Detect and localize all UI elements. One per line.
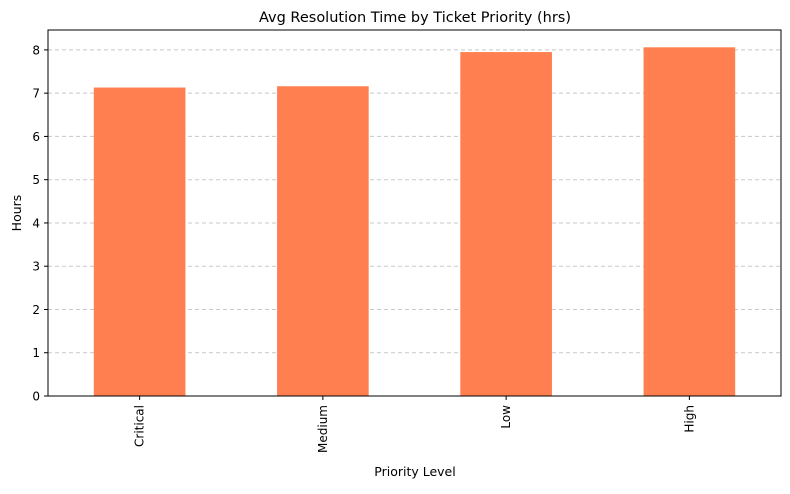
y-axis: 0 1 2 3 4 5 6 7 8: [32, 43, 48, 404]
x-tick-label: Low: [499, 405, 513, 429]
x-axis-label: Priority Level: [374, 464, 455, 479]
y-tick-label: 4: [32, 216, 40, 230]
x-tick-label: Critical: [133, 405, 147, 447]
y-tick-label: 6: [32, 130, 40, 144]
plot-frame: [47, 29, 782, 397]
bar-medium: [277, 86, 369, 396]
x-tick-label: Medium: [316, 405, 330, 453]
chart-title: Avg Resolution Time by Ticket Priority (…: [259, 10, 571, 26]
y-tick-label: 0: [32, 390, 40, 404]
bar-critical: [93, 87, 186, 397]
y-tick-label: 8: [32, 43, 40, 57]
y-tick-label: 5: [32, 173, 40, 187]
y-tick-label: 7: [32, 87, 40, 101]
y-tick-label: 3: [32, 260, 40, 274]
bar-low: [460, 52, 552, 396]
bar-high: [643, 47, 736, 397]
y-axis-label: Hours: [9, 195, 24, 232]
x-axis: Critical Medium Low High: [133, 396, 696, 453]
y-tick-label: 1: [32, 346, 40, 360]
y-tick-label: 2: [32, 303, 40, 317]
bars: [93, 47, 736, 397]
x-tick-label: High: [682, 405, 696, 433]
